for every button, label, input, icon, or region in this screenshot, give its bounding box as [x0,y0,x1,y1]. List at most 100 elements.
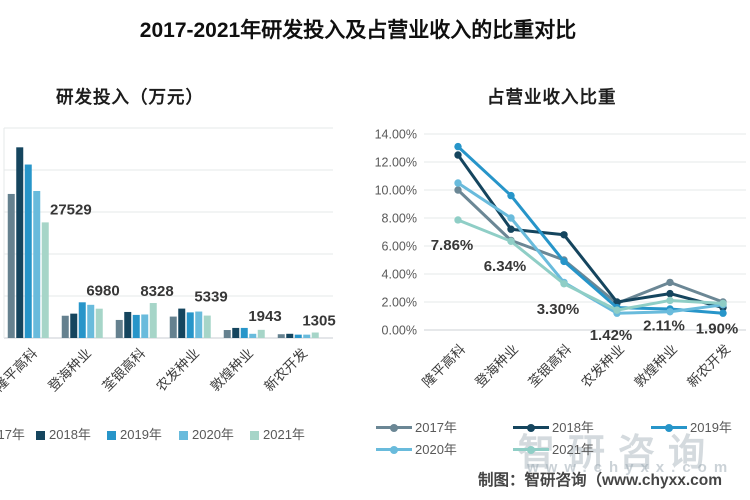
legend-label: 2021年 [263,427,305,442]
bar-x-label: 新农开发 [261,345,310,394]
line-data-label: 6.34% [484,258,527,275]
data-point-2021年 [454,216,462,224]
bar-2018年 [70,313,78,338]
line-series-2018年 [456,153,725,310]
data-point-2019年 [454,142,462,151]
bar-2021年 [149,303,157,338]
line-x-label: 敦煌种业 [631,342,680,391]
bar-2019年 [186,312,194,338]
y-tick-label: 6.00% [382,240,417,254]
data-point-2020年 [666,308,674,316]
y-tick-label: 0.00% [382,324,417,338]
data-point-2021年 [560,280,568,288]
line-chart-title: 占营业收入比重 [487,87,617,107]
legend-label: 2021年 [552,442,594,457]
bar-legend-item-2021年: 2021年 [250,424,305,443]
bar-2017年 [223,330,231,338]
bar-data-label: 5339 [194,289,227,306]
bar-2021年 [257,329,265,338]
line-legend-item-2017年: 2017年 [376,420,457,436]
bar-x-label: 敦煌种业 [207,346,256,395]
data-point-2017年 [454,186,462,194]
bar-2017年 [61,315,69,338]
data-point-2018年 [560,231,568,239]
bar-2021年 [95,308,103,338]
legend-label: 2018年 [49,427,91,442]
bar-legend-item-2019年: 2019年 [107,424,162,443]
legend-swatch-icon [179,431,188,440]
data-point-2020年 [454,179,462,187]
data-point-2021年 [666,296,674,305]
line-x-label: 荃银高科 [525,340,575,390]
bar-chart-legend: 2017年 2018年 2019年 2020年 2021年 [0,424,360,444]
bar-2021年 [41,222,49,338]
legend-line-marker-icon [513,423,549,432]
data-point-2018年 [666,289,674,298]
bar-legend-item-2020年: 2020年 [179,424,234,443]
bar-2021年 [311,332,319,338]
bar-2019年 [294,334,302,338]
legend-label: 2020年 [192,427,234,442]
data-point-2019年 [719,309,727,317]
bar-2017年 [115,319,123,338]
line-x-label: 登海种业 [472,342,521,391]
legend-label: 2017年 [0,427,25,442]
line-data-label: 7.86% [431,237,474,254]
legend-dot-icon [527,445,535,454]
y-tick-label: 4.00% [382,268,417,282]
bar-data-label: 1943 [248,308,281,325]
line-legend-item-2020年: 2020年 [376,442,457,458]
line-series-2017年 [456,188,725,305]
data-point-2018年 [613,298,621,306]
bar-2017年 [277,334,285,338]
line-legend-item-2021年: 2021年 [513,442,594,458]
line-legend-item-2019年: 2019年 [651,420,732,436]
line-x-label: 隆平高科 [419,340,469,390]
bar-x-label: 登海种业 [45,346,94,395]
data-point-2021年 [507,237,515,245]
legend-swatch-icon [250,431,259,440]
bar-2019年 [240,327,248,338]
line-data-label: 1.90% [696,320,739,337]
line-data-label: 3.30% [537,301,580,318]
bar-legend-item-2018年: 2018年 [36,424,91,443]
bar-2018年 [16,147,24,338]
y-tick-label: 10.00% [375,184,417,198]
legend-dot-icon [665,423,673,432]
line-data-label: 2.11% [643,317,685,334]
legend-line-marker-icon [376,423,412,432]
data-point-2021年 [719,299,727,308]
legend-label: 2018年 [552,420,594,435]
bar-2020年 [195,311,203,338]
attribution-text: 制图：智研咨询（www.chyxx.com [478,472,723,489]
y-tick-label: 12.00% [375,156,417,170]
legend-line-marker-icon [513,445,549,454]
bar-2017年 [169,316,177,338]
bar-2018年 [232,327,240,338]
legend-label: 2017年 [415,420,457,435]
data-point-2020年 [507,214,515,222]
bar-2020年 [303,334,311,338]
data-point-2019年 [507,191,515,200]
bar-data-label: 27529 [50,201,92,218]
legend-label: 2020年 [415,442,457,457]
bar-2019年 [24,164,32,338]
y-tick-label: 8.00% [382,212,417,226]
bar-chart: 27529 隆平高科 6980 登海种业 8328 荃银高科 5339 农发种业 1943 敦煌种… [0,127,336,395]
line-chart: 0.00% 2.00% 4.00% 6.00% 8.00% 10.00% 12.00% 14.… [375,128,746,391]
legend-label: 2019年 [690,420,732,435]
legend-dot-icon [390,445,398,454]
bar-2018年 [286,333,294,338]
data-point-2018年 [454,151,462,159]
line-series-2021年 [456,218,725,312]
bar-x-label: 荃银高科 [99,344,149,394]
legend-line-marker-icon [651,423,687,432]
data-point-2019年 [560,257,568,266]
bar-2018年 [124,311,132,338]
data-point-2017年 [666,278,674,287]
line-x-label: 农发种业 [578,342,627,391]
bar-data-label: 6980 [86,282,119,299]
bar-legend-item-2017年: 2017年 [0,424,25,443]
